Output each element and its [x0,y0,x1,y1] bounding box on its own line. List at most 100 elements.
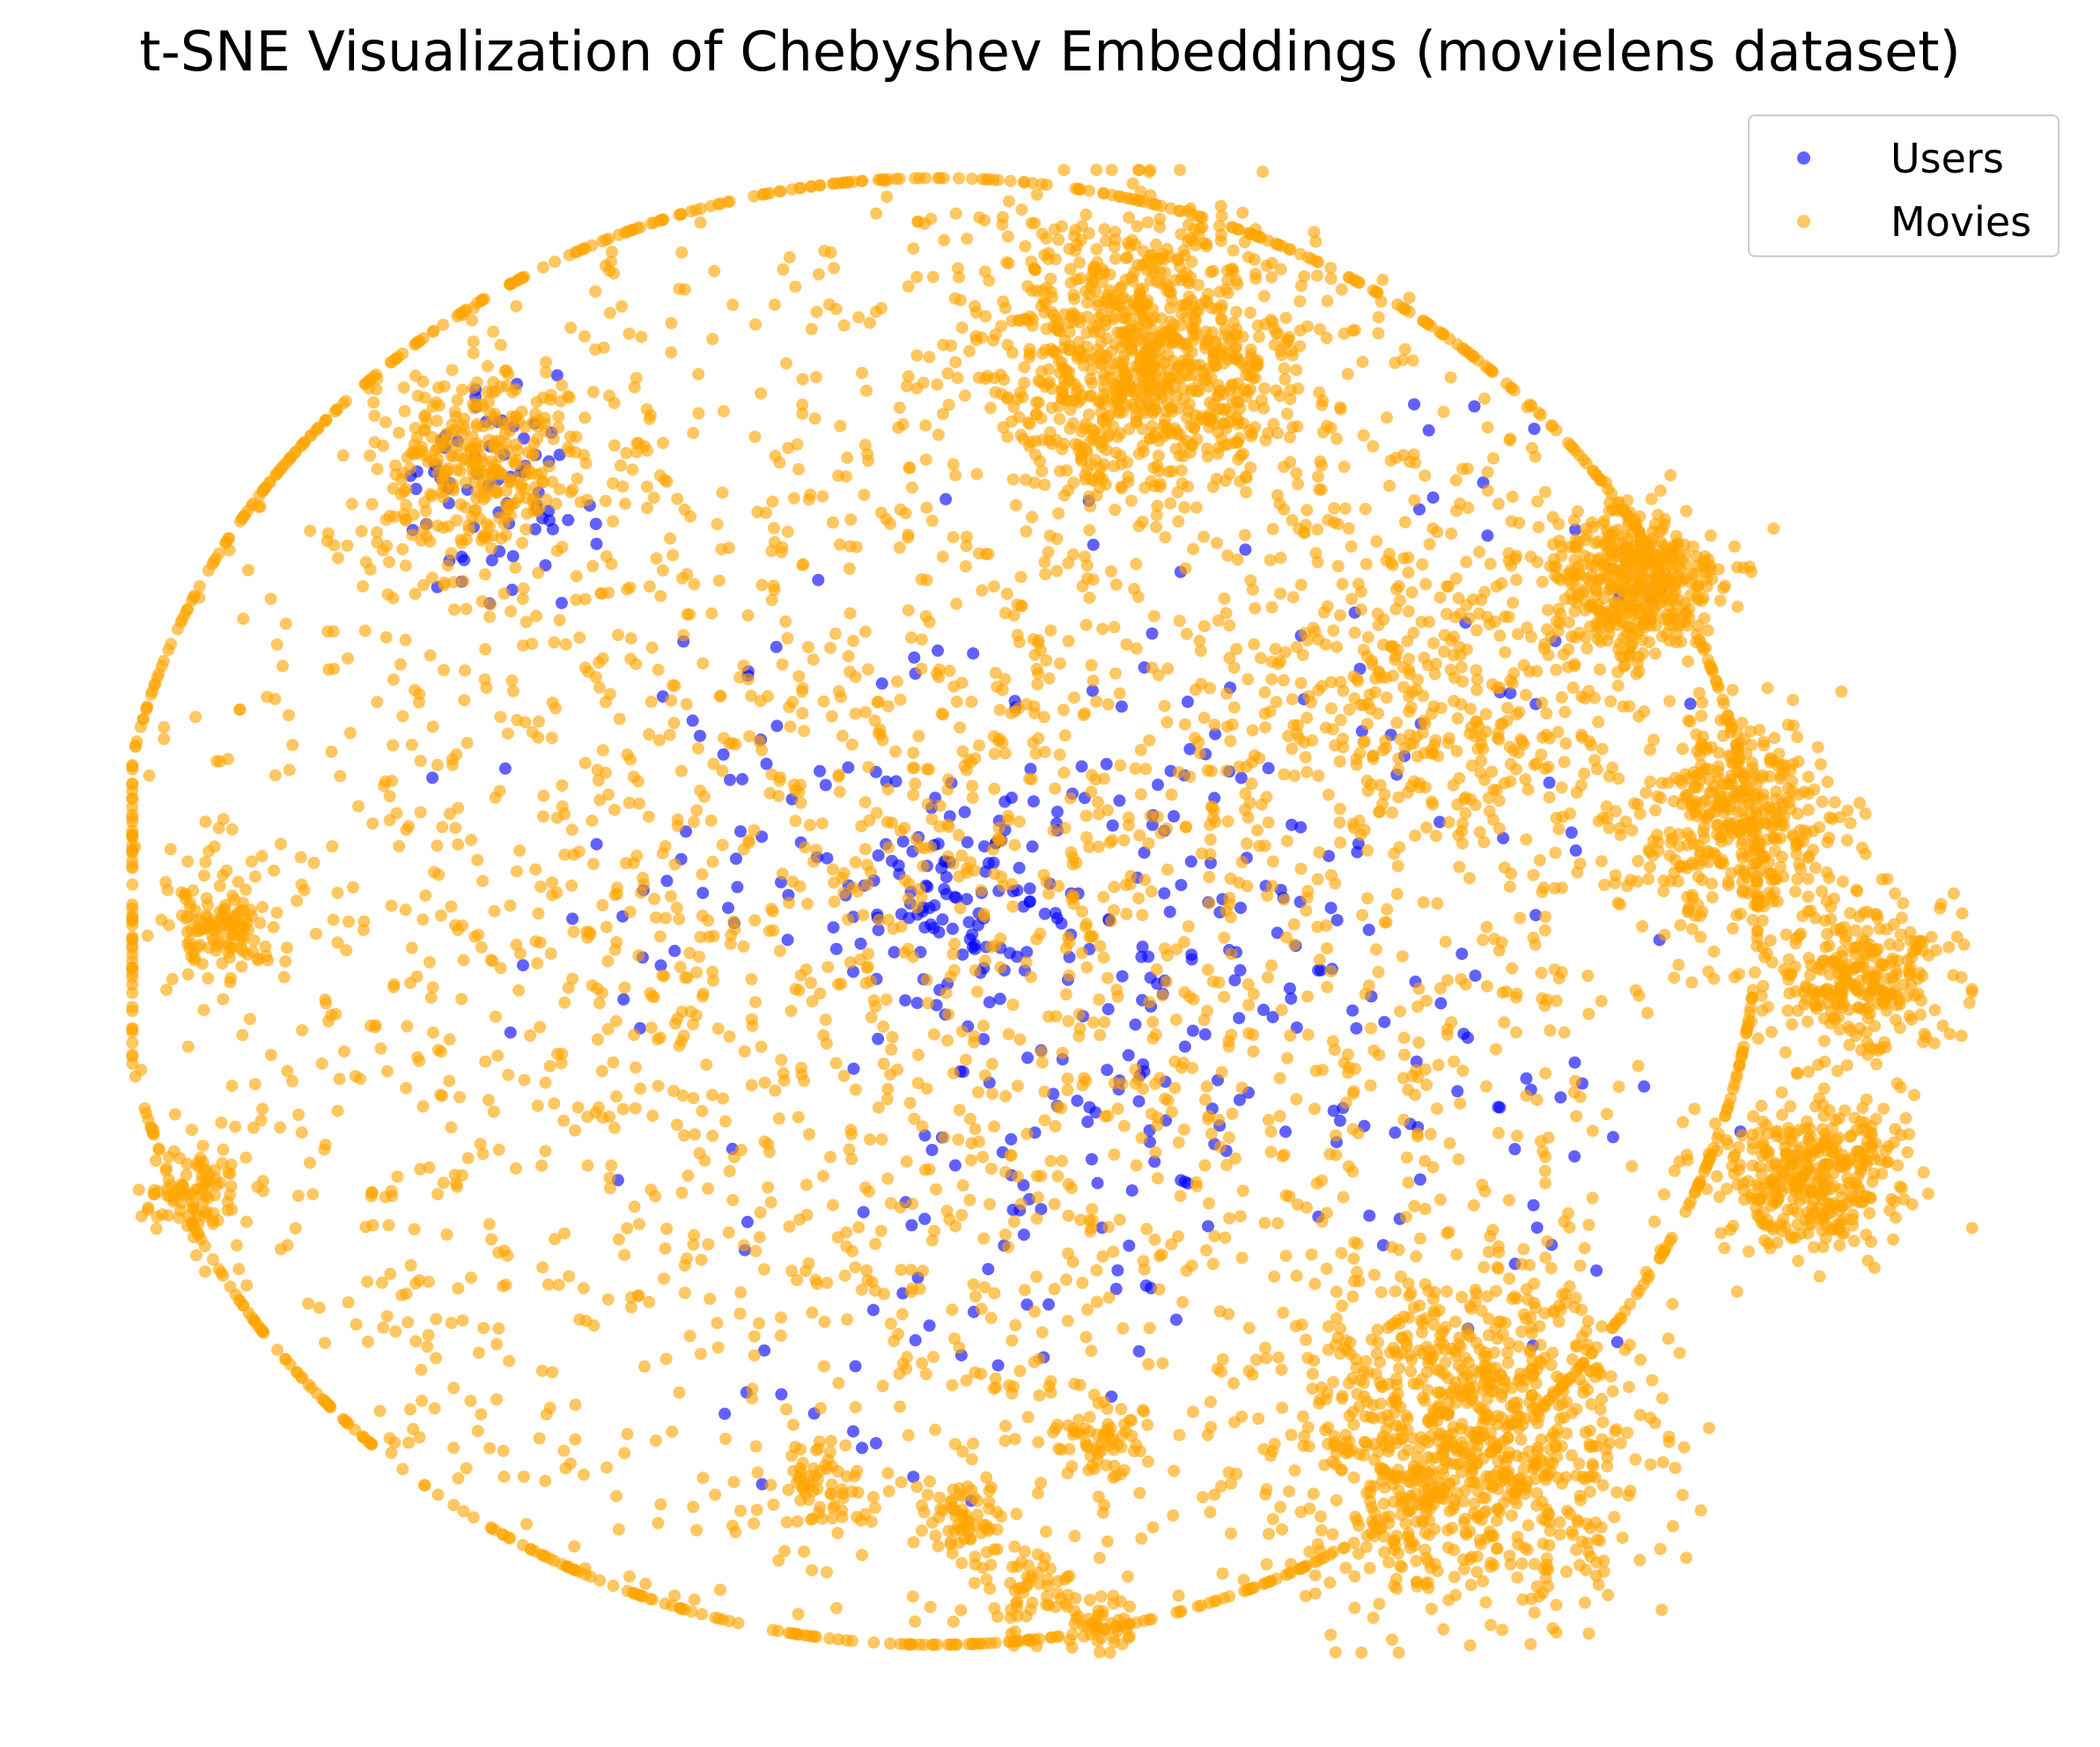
movies-point [1165,372,1178,385]
movies-point [1836,1200,1849,1213]
movies-point [1144,164,1157,177]
movies-point [1573,1489,1587,1502]
movies-point [1149,238,1162,251]
users-point [1362,924,1375,936]
users-point [1312,964,1325,977]
movies-point [239,883,253,896]
users-point [1185,948,1198,962]
movies-point [1779,928,1793,941]
movies-point [1570,1544,1583,1557]
movies-point [1074,272,1087,285]
movies-point [1491,1410,1504,1423]
movies-point [1474,1537,1487,1551]
movies-point [1043,434,1056,447]
users-point [781,933,794,947]
users-point [1138,846,1151,859]
users-point [827,921,840,934]
movies-point [1802,1065,1816,1079]
movies-point [1756,771,1769,785]
users-point [1013,861,1026,874]
movies-point [1825,1183,1838,1196]
movies-point [1666,1297,1679,1310]
movies-point [1792,1255,1805,1267]
movies-point [1285,1428,1298,1441]
movies-point [1460,556,1473,569]
movies-point [264,593,277,606]
movies-point [1205,302,1219,314]
users-point [899,994,912,1007]
users-point [1175,879,1188,892]
movies-point [1185,438,1198,451]
users-point [590,537,603,550]
movies-point [1263,1528,1275,1541]
movies-point [1363,1561,1376,1574]
movies-point [1584,1550,1597,1563]
movies-point [1464,703,1477,716]
movies-point [1098,223,1111,236]
users-point [1109,1282,1123,1295]
movies-point [1792,1180,1805,1193]
movies-point [1735,907,1748,920]
movies-point [1061,1600,1073,1613]
movies-point [578,411,592,424]
movies-point [1943,1028,1956,1041]
movies-point [1680,788,1692,801]
movies-point [1596,557,1609,570]
movies-point [1115,1403,1128,1416]
movies-point [520,507,534,520]
movies-point [1539,485,1551,498]
movies-point [1825,1122,1838,1135]
movies-point [1600,800,1613,813]
users-point [1135,950,1148,963]
movies-point [1397,681,1411,694]
movies-point [1698,612,1711,625]
movies-point [1539,1468,1552,1481]
movies-point [1053,465,1066,478]
movies-point [1433,1336,1447,1349]
movies-point [1286,742,1299,756]
users-point [1333,1114,1346,1127]
movies-point [1591,1533,1604,1546]
movies-point [1421,1383,1434,1397]
movies-point [823,1446,836,1459]
movies-point [1603,604,1617,617]
movies-point [1854,1161,1868,1175]
movies-point [1265,256,1278,269]
movies-point [1334,837,1347,849]
movies-point [1698,794,1712,807]
movies-point [489,385,502,398]
users-point [1106,819,1119,832]
users-point [562,513,575,527]
movies-point [1727,1151,1740,1164]
movies-point [431,520,445,533]
movies-point [1823,831,1836,844]
movies-point [980,1545,993,1559]
users-point [1529,909,1543,922]
movies-point [1477,933,1490,947]
movies-point [1275,1363,1288,1376]
movies-point [226,889,239,903]
users-point [856,1441,868,1455]
movies-point [1816,1224,1829,1237]
movies-point [1735,1129,1749,1142]
movies-point [1681,827,1694,840]
movies-point [1422,1556,1435,1568]
movies-point [1660,608,1673,622]
movies-point [794,1462,807,1475]
movies-point [1199,325,1212,338]
movies-point [1372,327,1385,340]
movies-point [1833,1239,1846,1252]
movies-point [483,417,497,431]
movies-point [1083,1411,1096,1424]
movies-point [1454,649,1467,661]
users-point [1129,1018,1142,1031]
movies-point [1770,1196,1783,1209]
movies-point [1450,1248,1463,1261]
movies-point [1252,1412,1265,1426]
movies-point [446,364,459,377]
users-point [722,902,734,915]
movies-point [1074,1427,1087,1441]
movies-point [1757,979,1770,992]
movies-point [1768,732,1781,745]
movies-point [1470,683,1484,697]
